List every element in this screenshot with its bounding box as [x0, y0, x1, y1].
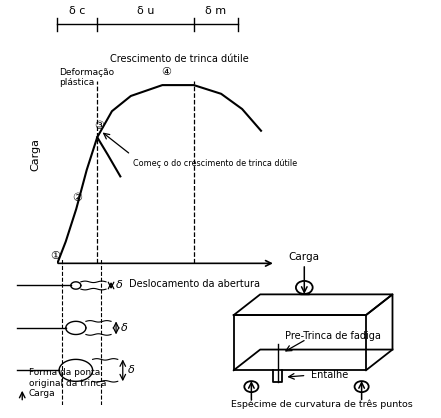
Text: δ: δ — [128, 365, 135, 375]
Text: Forma da ponta
original da trinca
Carga: Forma da ponta original da trinca Carga — [29, 368, 106, 398]
Text: δ u: δ u — [137, 5, 154, 15]
Text: Pre-Trinca de fadiga: Pre-Trinca de fadiga — [285, 331, 381, 341]
Text: ③: ③ — [94, 121, 105, 131]
Text: ①: ① — [50, 251, 60, 261]
Text: δ c: δ c — [69, 5, 86, 15]
Text: Carga: Carga — [30, 138, 40, 171]
Text: Deformação
plástica: Deformação plástica — [60, 68, 115, 87]
Text: ④: ④ — [161, 67, 172, 77]
Text: Crescimento de trinca dútile: Crescimento de trinca dútile — [110, 54, 249, 64]
Text: δ: δ — [121, 323, 128, 333]
Text: δ: δ — [116, 280, 123, 291]
Text: Deslocamento da abertura: Deslocamento da abertura — [128, 278, 260, 288]
Text: δ m: δ m — [206, 5, 226, 15]
Text: Espécime de curvatura de três puntos: Espécime de curvatura de três puntos — [231, 400, 413, 409]
Text: Entalhe: Entalhe — [311, 370, 348, 380]
Text: Carga: Carga — [289, 252, 320, 263]
Text: Começ o do crescimento de trinca dútile: Começ o do crescimento de trinca dútile — [133, 159, 297, 168]
Text: ②: ② — [72, 193, 82, 203]
